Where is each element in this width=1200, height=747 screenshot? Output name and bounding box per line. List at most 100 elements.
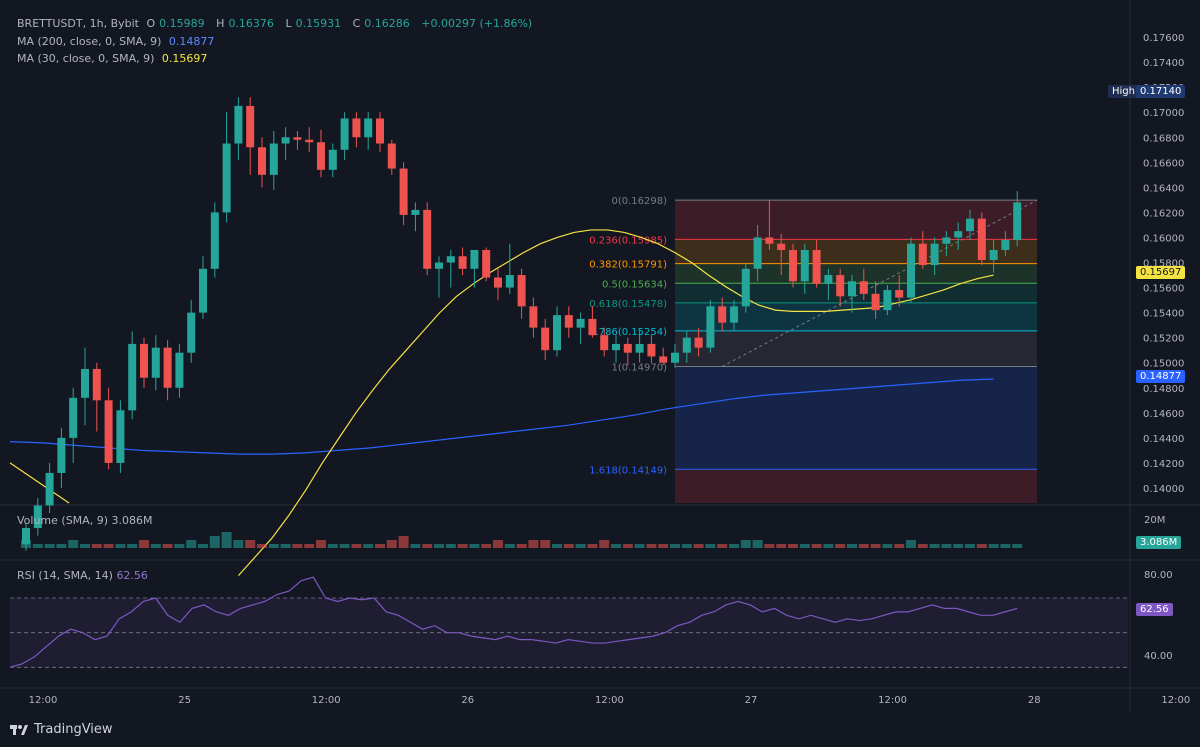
- ma200-line: [9, 378, 994, 455]
- fibonacci-retracement: 0(0.16298) 0.236(0.15985) 0.382(0.15791) 0.…: [589, 196, 1038, 503]
- fib-level-label: 0.5(0.15634): [602, 279, 667, 290]
- price-tick-label: 0.14000: [1143, 484, 1184, 495]
- candle-up: [989, 249, 998, 261]
- candle-up: [33, 505, 42, 529]
- candle-down: [977, 218, 986, 261]
- ma200-legend[interactable]: MA (200, close, 0, SMA, 9) 0.14877: [17, 35, 215, 48]
- tradingview-logo[interactable]: TradingView: [10, 722, 113, 737]
- price-tick-label: 0.16400: [1143, 183, 1184, 194]
- candle-up: [942, 237, 951, 244]
- volume-bar: [91, 544, 102, 548]
- volume-bar: [1012, 544, 1023, 548]
- candle-up: [175, 352, 184, 388]
- high-label: H 0.16376: [216, 17, 274, 30]
- rsi-value-tag: 62.56: [1136, 603, 1173, 616]
- volume-value-tag: 3.086M: [1136, 536, 1182, 549]
- volume-bar: [127, 544, 138, 548]
- low-label: L 0.15931: [285, 17, 342, 30]
- volume-bar: [316, 540, 326, 548]
- volume-bar: [764, 544, 775, 548]
- candle-down: [305, 139, 314, 143]
- candle-down: [836, 275, 845, 297]
- volume-bar: [622, 544, 633, 548]
- volume-bar: [115, 544, 126, 548]
- ma30-legend[interactable]: MA (30, close, 0, SMA, 9) 0.15697: [17, 52, 208, 65]
- candle-down: [163, 347, 172, 388]
- price-tick-label: 0.16200: [1143, 208, 1184, 219]
- candles: [22, 97, 1022, 551]
- fib-zone: [675, 263, 1037, 284]
- volume-bar: [1000, 544, 1011, 548]
- candle-up: [505, 275, 514, 288]
- candle-up: [824, 275, 833, 284]
- candle-down: [718, 306, 727, 323]
- ma30-path: [237, 229, 994, 577]
- candle-up: [234, 105, 243, 144]
- volume-bar: [268, 544, 279, 548]
- volume-bar: [516, 544, 527, 548]
- volume-bar: [729, 544, 739, 548]
- volume-bar: [351, 544, 362, 548]
- fib-level-label: 0(0.16298): [611, 196, 667, 207]
- volume-bar: [457, 544, 468, 548]
- candle-up: [966, 218, 974, 232]
- candle-down: [564, 315, 573, 328]
- candle-up: [612, 343, 620, 351]
- volume-bar: [292, 544, 303, 548]
- volume-bar: [363, 544, 374, 548]
- candle-down: [423, 209, 432, 269]
- candle-up: [435, 262, 443, 269]
- open-label: O 0.15989: [146, 17, 205, 30]
- volume-bar: [445, 544, 456, 548]
- ma30-price-tag: 0.15697: [1136, 266, 1186, 279]
- volume-bar: [811, 544, 822, 548]
- volume-bar: [481, 544, 492, 548]
- ma30-line: [9, 229, 994, 577]
- fib-level-label: 0.236(0.15985): [589, 235, 667, 246]
- candle-up: [753, 237, 762, 269]
- time-tick-label: 12:00: [878, 695, 907, 706]
- candle-down: [376, 118, 384, 144]
- volume-bar: [611, 544, 621, 548]
- volume-bar: [504, 544, 515, 548]
- candle-up: [930, 243, 939, 266]
- candle-down: [623, 343, 632, 353]
- candle-down: [694, 337, 703, 348]
- candle-down: [600, 335, 609, 351]
- volume-bar: [658, 544, 669, 548]
- high-value-tag: 0.17140: [1136, 85, 1186, 98]
- candle-up: [706, 306, 715, 348]
- candle-down: [482, 249, 491, 278]
- volume-bar: [552, 544, 562, 548]
- volume-bar: [705, 544, 716, 548]
- price-tick-label: 0.15400: [1143, 309, 1184, 320]
- rsi-legend[interactable]: RSI (14, SMA, 14) 62.56: [17, 569, 148, 582]
- candle-down: [258, 147, 266, 175]
- price-tick-label: 0.14600: [1143, 409, 1184, 420]
- candle-up: [741, 268, 750, 307]
- volume-bar: [280, 544, 291, 548]
- symbol-label: BRETTUSDT, 1h, Bybit: [17, 17, 139, 30]
- candle-down: [387, 143, 396, 169]
- fib-zone: [675, 239, 1037, 264]
- volume-bar: [681, 544, 692, 548]
- volume-bar: [988, 544, 999, 548]
- volume-bar: [799, 544, 810, 548]
- volume-bar: [386, 540, 397, 548]
- time-tick-label: 25: [178, 695, 191, 706]
- time-tick-label: 12:00: [595, 695, 624, 706]
- volume-bar: [776, 544, 787, 548]
- candle-up: [328, 149, 337, 170]
- volume-bar: [162, 544, 173, 548]
- candle-up: [45, 472, 54, 506]
- volume-bar: [80, 544, 90, 548]
- volume-bar: [103, 544, 114, 548]
- volume-axis-label: 20M: [1144, 515, 1166, 526]
- volume-bar: [835, 544, 846, 548]
- candle-up: [954, 231, 963, 238]
- price-tick-label: 0.14800: [1143, 384, 1184, 395]
- volume-legend[interactable]: Volume (SMA, 9) 3.086M: [17, 514, 153, 527]
- price-tick-label: 0.14400: [1143, 434, 1184, 445]
- candle-up: [57, 437, 66, 473]
